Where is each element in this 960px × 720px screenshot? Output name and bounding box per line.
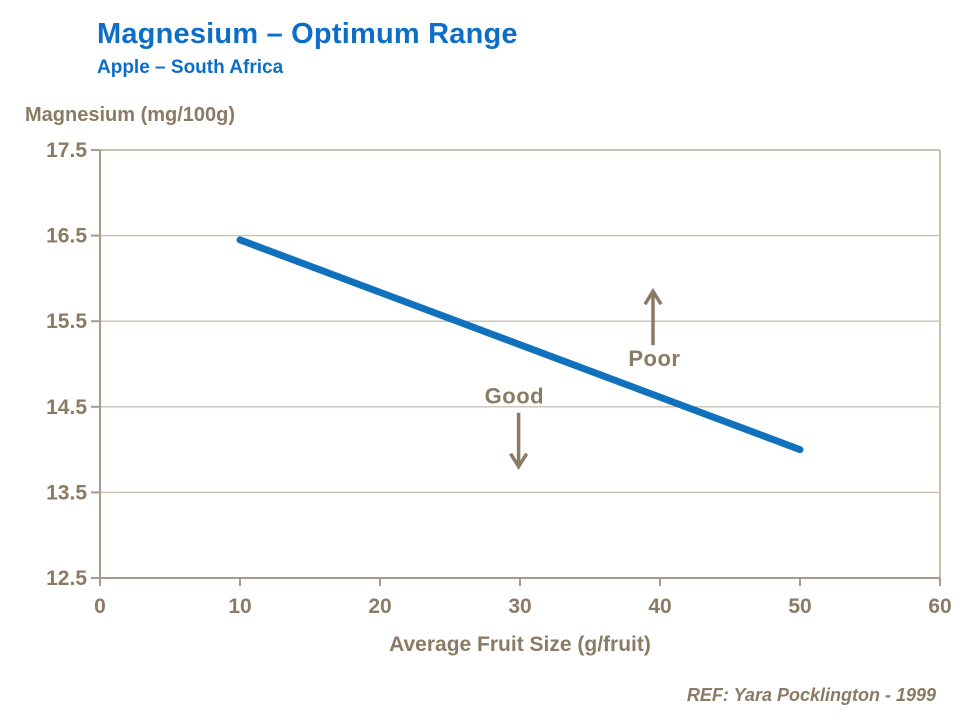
y-tick-label: 13.5: [46, 481, 87, 504]
page-subtitle: Apple – South Africa: [97, 57, 284, 78]
y-tick-label: 17.5: [46, 139, 87, 162]
y-tick-label: 15.5: [46, 310, 87, 333]
annotation-label-poor: Poor: [628, 346, 680, 371]
y-tick-label: 12.5: [46, 567, 87, 590]
annotation-label-good: Good: [485, 384, 544, 409]
x-tick-label: 30: [508, 595, 531, 618]
x-tick-label: 60: [928, 595, 951, 618]
y-tick-label: 14.5: [46, 396, 87, 419]
reference-text: REF: Yara Pocklington - 1999: [686, 685, 936, 705]
x-tick-label: 0: [94, 595, 106, 618]
y-axis-title: Magnesium (mg/100g): [25, 104, 236, 126]
x-tick-label: 20: [368, 595, 391, 618]
page-title: Magnesium – Optimum Range: [97, 18, 518, 50]
annotation-arrowhead-good: [509, 452, 529, 471]
optimum-threshold-line: [236, 236, 804, 454]
x-tick-label: 50: [788, 595, 811, 618]
x-tick-label: 40: [648, 595, 671, 618]
y-tick-label: 16.5: [46, 225, 87, 248]
x-tick-label: 10: [228, 595, 251, 618]
x-axis-title: Average Fruit Size (g/fruit): [389, 633, 651, 656]
annotation-arrowhead-poor: [643, 287, 663, 306]
